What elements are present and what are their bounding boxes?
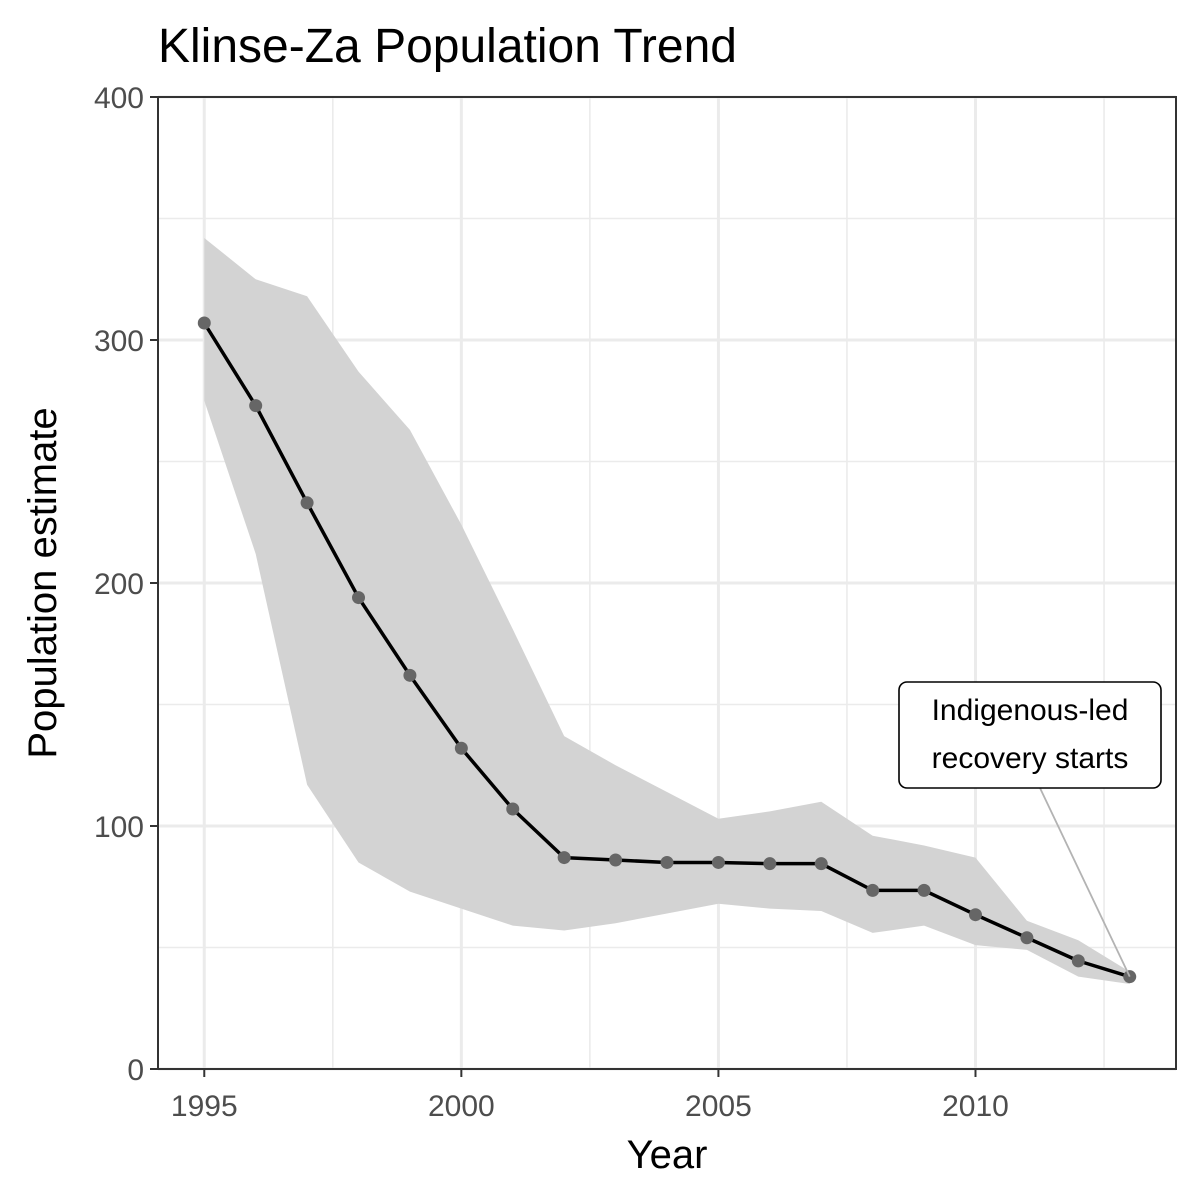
data-point xyxy=(197,316,211,330)
data-point xyxy=(506,802,520,816)
axes: 1995 2000 2005 2010 0 100 200 300 400 xyxy=(94,82,1009,1123)
data-point xyxy=(300,496,314,510)
chart-title: Klinse-Za Population Trend xyxy=(158,20,737,73)
data-point xyxy=(814,857,828,871)
x-tick-label: 1995 xyxy=(171,1090,238,1123)
x-axis-title: Year xyxy=(627,1133,708,1177)
annotation-line-1: Indigenous-led xyxy=(932,694,1129,727)
data-point xyxy=(609,853,623,867)
y-tick-label: 100 xyxy=(94,811,144,844)
data-point xyxy=(1020,931,1034,945)
x-tick-label: 2005 xyxy=(685,1090,752,1123)
y-tick-label: 300 xyxy=(94,325,144,358)
y-tick-label: 200 xyxy=(94,568,144,601)
x-tick-label: 2010 xyxy=(942,1090,1009,1123)
data-point xyxy=(1071,954,1085,968)
y-tick-label: 400 xyxy=(94,82,144,115)
data-point xyxy=(968,908,982,922)
y-axis-title: Population estimate xyxy=(21,407,65,758)
annotation-box xyxy=(898,681,1162,789)
data-point xyxy=(352,591,366,605)
data-point xyxy=(660,855,674,869)
data-point xyxy=(557,851,571,865)
data-point xyxy=(866,883,880,897)
y-tick-label: 0 xyxy=(127,1054,144,1087)
x-tick-label: 2000 xyxy=(428,1090,495,1123)
data-point xyxy=(917,883,931,897)
data-point xyxy=(711,855,725,869)
confidence-ribbon xyxy=(204,237,1130,984)
annotation: Indigenous-led recovery starts xyxy=(898,681,1162,789)
data-point xyxy=(403,668,417,682)
annotation-line-2: recovery starts xyxy=(932,742,1129,775)
annotation-leader-line xyxy=(1039,787,1131,978)
data-point xyxy=(249,399,263,413)
data-points xyxy=(197,316,1137,984)
data-point xyxy=(763,857,777,871)
data-point xyxy=(454,741,468,755)
